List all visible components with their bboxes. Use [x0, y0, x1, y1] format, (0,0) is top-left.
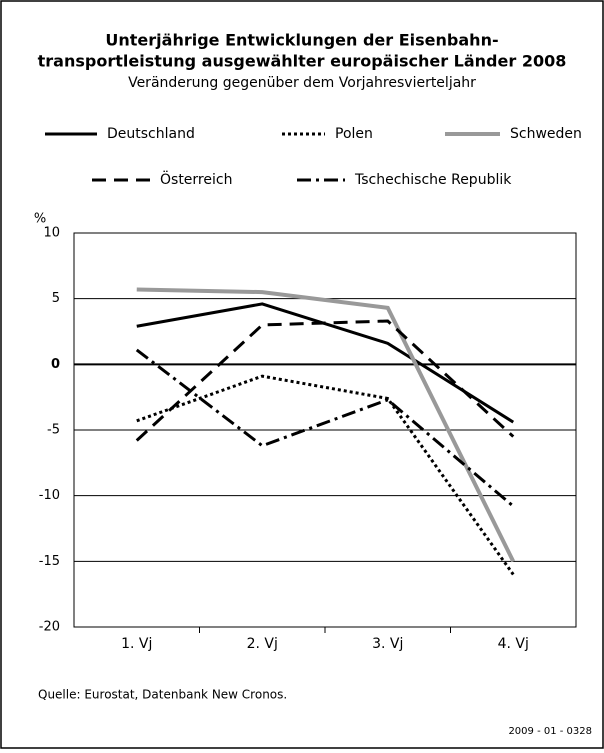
legend-label: Tschechische Republik: [354, 172, 512, 188]
legend-label: Österreich: [160, 170, 232, 188]
chart-subtitle: Veränderung gegenüber dem Vorjahresviert…: [128, 75, 476, 91]
y-tick-label: -5: [47, 423, 60, 438]
y-tick-label: -15: [39, 554, 60, 569]
source: Quelle: Eurostat, Datenbank New Cronos.: [38, 688, 287, 702]
line: [136, 287, 516, 563]
y-tick-label: 5: [52, 291, 60, 306]
chart-title: transportleistung ausgewählter europäisc…: [38, 52, 567, 71]
line: [136, 374, 515, 576]
legend-label: Deutschland: [107, 126, 195, 142]
y-unit: %: [34, 212, 46, 227]
legend-label: Polen: [335, 126, 373, 142]
legend-label: Schweden: [510, 126, 582, 142]
y-tick-label: -10: [39, 488, 60, 503]
y-tick-label: 0: [51, 357, 60, 372]
x-tick-label: 3. Vj: [372, 636, 403, 652]
chart-title: Unterjährige Entwicklungen der Eisenbahn…: [105, 31, 498, 50]
x-tick-label: 1. Vj: [121, 636, 152, 652]
x-tick-label: 4. Vj: [498, 636, 529, 652]
line: [135, 348, 515, 508]
y-tick-label: 10: [43, 226, 60, 241]
x-tick-label: 2. Vj: [247, 636, 278, 652]
y-tick-label: -20: [39, 620, 60, 635]
code: 2009 - 01 - 0328: [508, 726, 592, 737]
line: [135, 319, 515, 442]
